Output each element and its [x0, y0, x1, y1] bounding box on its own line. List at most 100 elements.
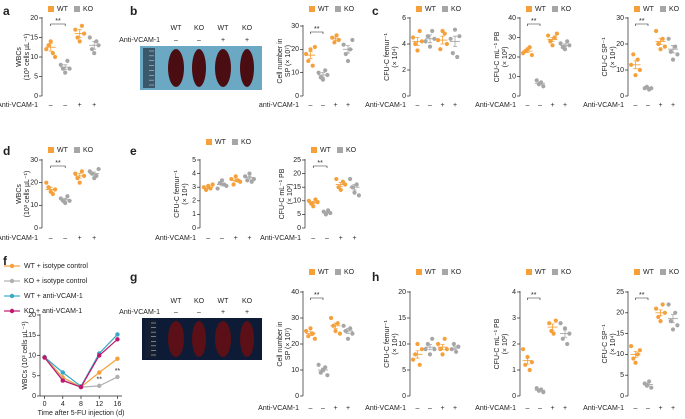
data-point [354, 182, 359, 187]
data-point [668, 49, 673, 54]
error-bar [63, 197, 68, 202]
y-tick-label: 3 [512, 315, 516, 322]
error-bar [220, 182, 224, 187]
error-bar [308, 331, 313, 336]
significance-label: ** [55, 160, 61, 167]
data-point [310, 63, 315, 68]
x-tick-label: + [440, 405, 444, 412]
x-tick-label: + [563, 102, 567, 109]
data-point [417, 28, 422, 34]
data-point [306, 334, 311, 339]
y-tick-label: 10 [291, 70, 299, 77]
x-tick-label: – [526, 102, 530, 109]
error-bar [92, 41, 97, 50]
data-point [656, 41, 661, 47]
x-tick-label: – [63, 235, 67, 242]
data-point [97, 353, 102, 358]
data-point [660, 36, 665, 41]
data-point [411, 35, 416, 40]
data-point [231, 182, 236, 187]
y-axis-label: Cell number in [277, 38, 284, 83]
data-point [325, 373, 330, 378]
data-point [649, 385, 654, 390]
spleen [215, 321, 231, 357]
y-tick-label: 30 [616, 15, 624, 22]
data-point [670, 327, 676, 332]
y-tick-label: 30 [30, 157, 38, 164]
error-bar [233, 178, 238, 183]
data-point [73, 27, 78, 32]
y-axis-label: Cell number in [277, 321, 284, 366]
data-point [312, 44, 317, 50]
data-point [323, 365, 328, 370]
x-axis-label: Anti-VCAM-1 [155, 235, 196, 242]
y-tick-label: 0 [192, 225, 196, 232]
data-point [65, 58, 70, 64]
y-tick-label: 10 [28, 352, 36, 359]
data-point [96, 166, 101, 172]
x-tick-label: + [658, 405, 662, 412]
column-label: WT [218, 298, 230, 305]
data-point [452, 27, 458, 32]
y-axis-label: WBCs [16, 47, 23, 67]
y-tick-label: 20 [616, 41, 624, 48]
x-tick-label: – [646, 405, 650, 412]
x-tick-label: + [247, 235, 251, 242]
data-point [79, 169, 84, 174]
data-point [662, 44, 668, 49]
legend-marker [9, 308, 15, 314]
y-tick-label: 40 [291, 289, 299, 296]
column-label: WT [218, 25, 230, 32]
data-point [436, 341, 441, 347]
x-axis-label: Anti-VCAM-1 [258, 405, 299, 412]
data-point [341, 323, 346, 328]
error-bar [428, 344, 432, 351]
data-point [94, 173, 99, 178]
data-point [444, 41, 449, 47]
sign-label: – [174, 37, 178, 44]
data-point [430, 336, 435, 341]
error-bar [308, 51, 313, 60]
data-point [343, 51, 348, 57]
data-point [320, 77, 326, 82]
error-bar [77, 29, 82, 38]
x-tick-label: – [311, 235, 315, 242]
x-tick-label: + [333, 102, 337, 109]
data-point [247, 171, 252, 176]
legend-swatch [337, 147, 343, 153]
data-point [427, 44, 433, 49]
x-tick-label: – [49, 102, 53, 109]
error-bar [77, 173, 82, 179]
legend-swatch [552, 269, 558, 275]
spleen [168, 321, 184, 357]
data-point [79, 23, 84, 28]
legend-label: WT [643, 6, 655, 13]
y-tick-label: 30 [291, 315, 299, 322]
legend-label: KO [669, 6, 680, 13]
significance-label: ** [531, 292, 537, 299]
data-point [565, 341, 570, 347]
data-point [332, 40, 337, 45]
significance-label: ** [314, 26, 320, 33]
x-axis-label: Anti-VCAM-1 [583, 102, 624, 109]
error-bar [333, 36, 338, 42]
data-point [337, 331, 342, 336]
y-axis-label: (× 10⁴) [610, 333, 617, 355]
data-point [50, 51, 56, 56]
error-bar [453, 35, 457, 47]
data-point [306, 58, 311, 64]
legend-label: WT [318, 269, 330, 276]
data-point [115, 332, 120, 337]
data-point [666, 302, 671, 307]
y-tick-label: 4 [192, 170, 196, 177]
x-tick-label: + [453, 102, 457, 109]
panel-letter: h [372, 270, 379, 284]
legend-swatch [74, 6, 80, 12]
data-point [562, 326, 568, 331]
x-axis-label: Anti-VCAM-1 [0, 235, 38, 242]
y-tick-label: 0 [402, 93, 406, 100]
data-point [356, 193, 361, 198]
error-bar [92, 171, 97, 176]
legend-swatch [48, 6, 54, 12]
y-tick-label: 1 [192, 211, 196, 218]
